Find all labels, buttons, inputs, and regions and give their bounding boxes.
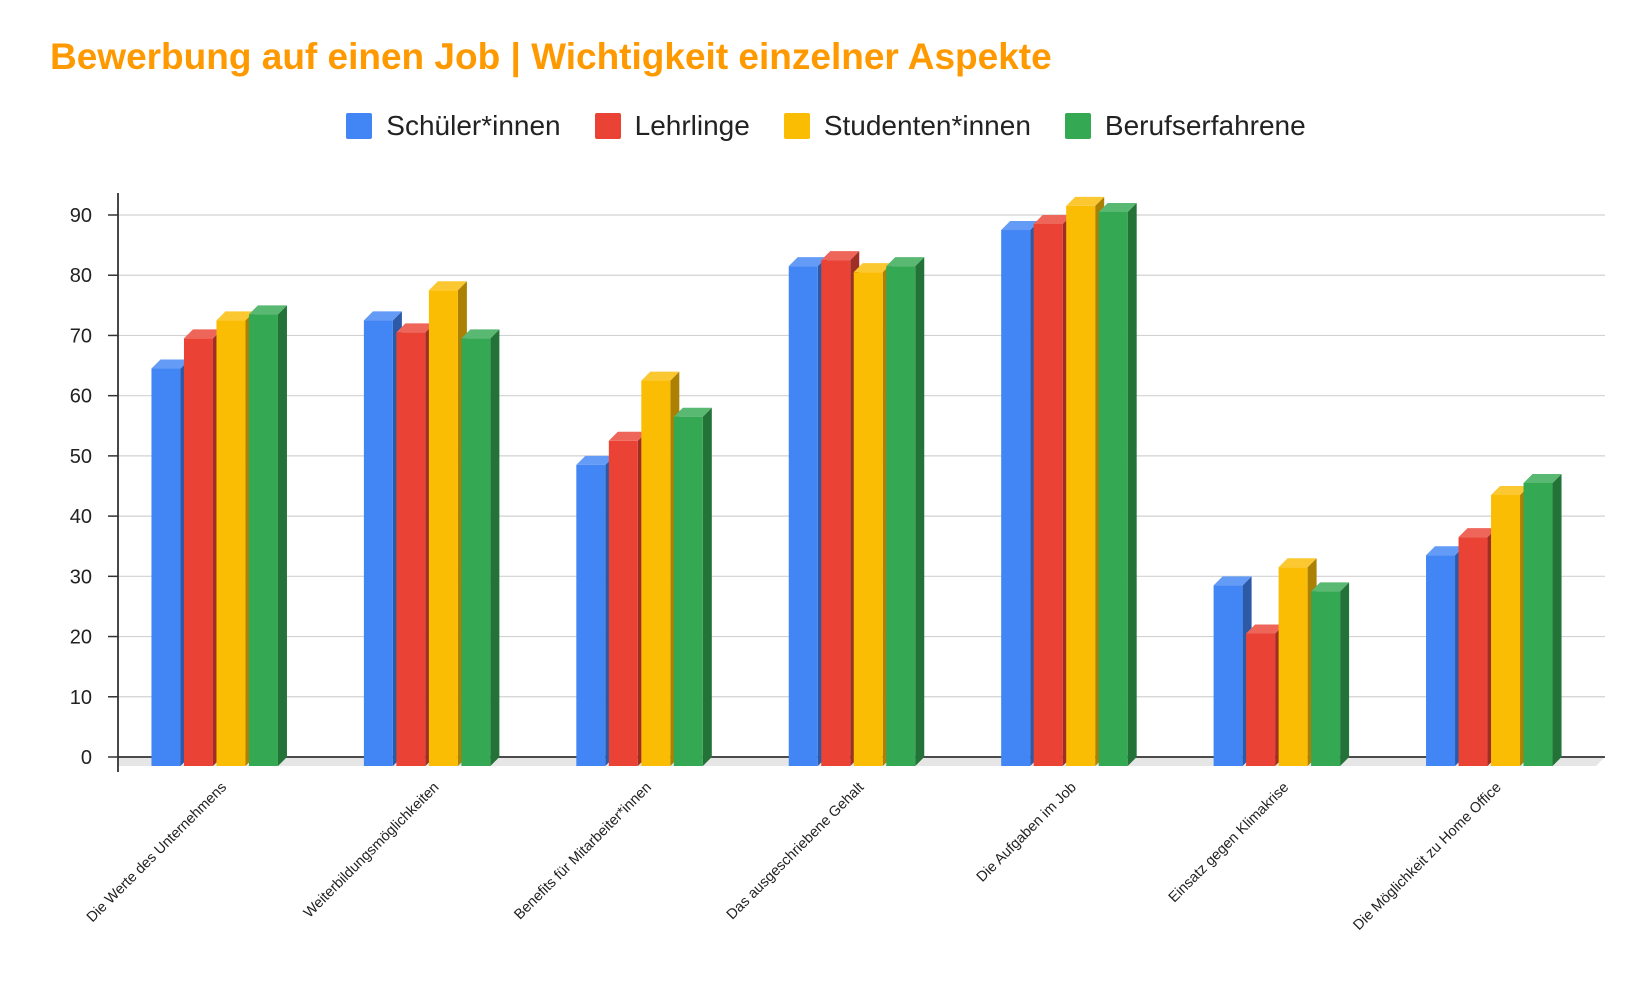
bar: [216, 320, 246, 766]
bar: [1066, 205, 1096, 766]
x-category-label: Weiterbildungsmöglichkeiten: [301, 780, 443, 922]
bar-side: [1552, 473, 1562, 766]
y-tick-label: 70: [70, 325, 92, 347]
bar-top: [1033, 215, 1072, 224]
bar: [428, 290, 458, 766]
x-category-label: Die Werte des Unternehmens: [84, 780, 230, 926]
bar: [363, 320, 393, 766]
bar-top: [461, 329, 500, 339]
bar-top: [853, 263, 892, 273]
bar-top: [1426, 546, 1465, 556]
x-category-label: Benefits für Mitarbeiter*innen: [511, 780, 655, 924]
bar-top: [1001, 221, 1040, 231]
x-category-label: Die Aufgaben im Job: [974, 780, 1080, 886]
x-category-label: Das ausgeschriebene Gehalt: [724, 780, 868, 924]
bar-top: [1278, 558, 1317, 568]
bar: [821, 260, 851, 766]
chart-legend: Schüler*innen Lehrlinge Studenten*innen Ber…: [0, 110, 1652, 142]
bar-top: [151, 359, 190, 369]
bar-top: [821, 251, 860, 261]
y-tick-label: 90: [70, 205, 92, 227]
bar-top: [428, 281, 467, 291]
bar: [461, 338, 491, 766]
bar: [1098, 211, 1128, 766]
bar-top: [1246, 624, 1285, 634]
legend-item: Studenten*innen: [783, 110, 1031, 142]
legend-item: Berufserfahrene: [1064, 110, 1306, 142]
y-tick-label: 40: [70, 506, 92, 528]
bar: [1033, 224, 1063, 766]
y-tick-label: 60: [70, 386, 92, 408]
legend-label: Schüler*innen: [386, 110, 561, 141]
bar: [1278, 567, 1308, 766]
bar: [1458, 537, 1488, 766]
y-tick-label: 50: [70, 446, 92, 468]
bar-side: [1127, 202, 1137, 766]
bar-top: [396, 323, 435, 333]
bar-top: [183, 329, 222, 339]
bar-top: [886, 257, 925, 267]
bar: [853, 272, 883, 766]
bar-top: [576, 455, 615, 465]
bar-side: [915, 257, 925, 766]
legend-item: Schüler*innen: [346, 110, 561, 142]
bar: [886, 266, 916, 766]
legend-label: Studenten*innen: [823, 110, 1031, 141]
legend-swatch: [1064, 113, 1091, 139]
bar-top: [1098, 202, 1137, 212]
bar-top: [1523, 473, 1562, 483]
bar-top: [363, 311, 402, 321]
legend-label: Lehrlinge: [634, 110, 750, 141]
bar: [788, 266, 818, 766]
bar: [1311, 591, 1341, 766]
x-category-label: Einsatz gegen Klimakrise: [1166, 780, 1292, 906]
bar: [1523, 482, 1553, 766]
bar: [1246, 633, 1276, 766]
bar-top: [673, 407, 712, 417]
bar: [608, 440, 638, 766]
bar-top: [1458, 528, 1497, 538]
bar-top: [788, 257, 827, 267]
bar-top: [216, 311, 255, 321]
legend-item: Lehrlinge: [594, 110, 750, 142]
bar: [1213, 585, 1243, 766]
bar-side: [1340, 582, 1350, 766]
bar-top: [248, 305, 287, 315]
bar: [151, 368, 181, 766]
legend-swatch: [346, 113, 373, 139]
bar-side: [702, 407, 712, 766]
bar: [641, 380, 671, 766]
y-tick-label: 10: [70, 687, 92, 709]
bar: [1426, 555, 1456, 766]
bar-top: [1213, 576, 1252, 586]
bar: [673, 416, 703, 766]
bar-top: [1491, 486, 1530, 495]
legend-swatch: [783, 113, 810, 139]
chart-title: Bewerbung auf einen Job | Wichtigkeit ei…: [50, 36, 1052, 77]
bar-side: [490, 329, 500, 766]
bar: [576, 464, 606, 766]
bar: [248, 314, 278, 766]
y-tick-label: 20: [70, 627, 92, 649]
y-tick-label: 30: [70, 566, 92, 588]
bar-side: [277, 305, 287, 766]
legend-swatch: [594, 113, 621, 139]
x-category-label: Die Möglichkeit zu Home Office: [1350, 780, 1504, 934]
bar-top: [641, 371, 680, 381]
bar-top: [1066, 196, 1105, 206]
y-tick-label: 0: [81, 747, 92, 769]
bar: [1001, 230, 1031, 766]
legend-label: Berufserfahrene: [1104, 110, 1306, 141]
bar-top: [608, 431, 647, 441]
bar: [183, 338, 213, 766]
y-tick-label: 80: [70, 265, 92, 287]
bar-top: [1311, 582, 1350, 592]
bar: [396, 332, 426, 766]
bar: [1491, 495, 1521, 766]
